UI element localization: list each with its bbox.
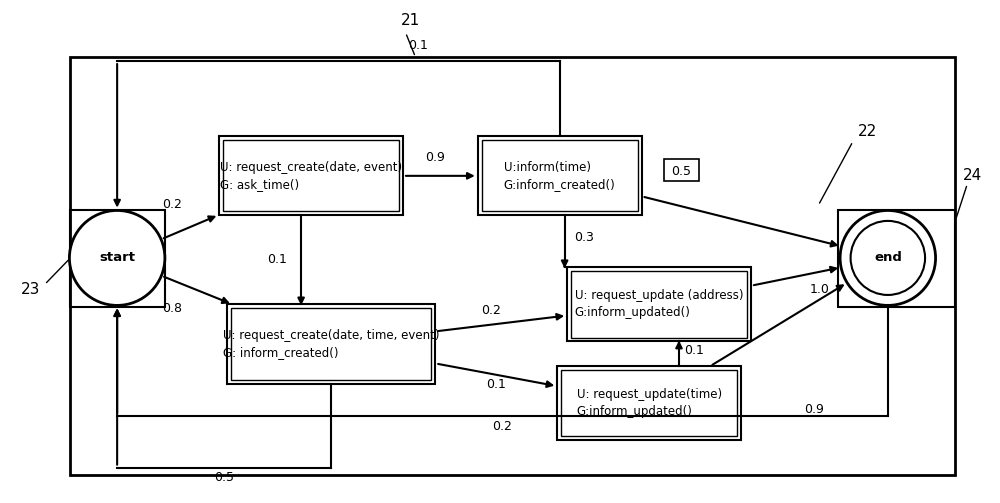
- Bar: [478, 136, 642, 215]
- Bar: [561, 370, 737, 437]
- Bar: [231, 308, 431, 380]
- Text: 21: 21: [401, 13, 420, 28]
- Bar: [664, 159, 699, 181]
- Text: 0.1: 0.1: [486, 378, 506, 391]
- Bar: [227, 304, 435, 383]
- Text: 0.1: 0.1: [267, 254, 287, 267]
- Bar: [482, 140, 638, 211]
- Text: 0.1: 0.1: [684, 344, 704, 357]
- Text: U: request_update (address)
G:inform_updated(): U: request_update (address) G:inform_upd…: [575, 289, 743, 319]
- Text: U: request_update(time)
G:inform_updated(): U: request_update(time) G:inform_updated…: [577, 388, 722, 418]
- Bar: [70, 57, 955, 475]
- Text: 0.2: 0.2: [162, 199, 182, 211]
- Text: 0.2: 0.2: [481, 304, 501, 317]
- Text: 0.5: 0.5: [214, 471, 234, 484]
- Text: 23: 23: [21, 282, 40, 297]
- Text: 24: 24: [963, 169, 982, 184]
- Bar: [557, 366, 741, 441]
- Text: 1.0: 1.0: [810, 283, 829, 296]
- Bar: [567, 267, 751, 342]
- Text: U:inform(time)
G:inform_created(): U:inform(time) G:inform_created(): [504, 161, 616, 191]
- Text: U: request_create(date, time, event)
G: inform_created(): U: request_create(date, time, event) G: …: [223, 329, 439, 359]
- Bar: [223, 140, 399, 211]
- Text: 0.2: 0.2: [493, 420, 512, 433]
- Bar: [571, 271, 747, 338]
- Text: 0.5: 0.5: [671, 165, 691, 179]
- Text: 0.8: 0.8: [162, 302, 182, 315]
- Text: 0.3: 0.3: [575, 231, 594, 244]
- Text: 0.9: 0.9: [425, 151, 445, 164]
- Text: 0.9: 0.9: [805, 403, 824, 416]
- Text: start: start: [99, 252, 135, 265]
- Circle shape: [840, 210, 936, 305]
- Text: end: end: [874, 252, 902, 265]
- Text: 22: 22: [858, 124, 878, 139]
- Bar: [219, 136, 403, 215]
- Text: 0.1: 0.1: [408, 39, 428, 52]
- Text: U: request_create(date, event)
G: ask_time(): U: request_create(date, event) G: ask_ti…: [220, 161, 402, 191]
- Circle shape: [69, 210, 165, 305]
- Bar: [70, 210, 165, 307]
- Bar: [838, 210, 955, 307]
